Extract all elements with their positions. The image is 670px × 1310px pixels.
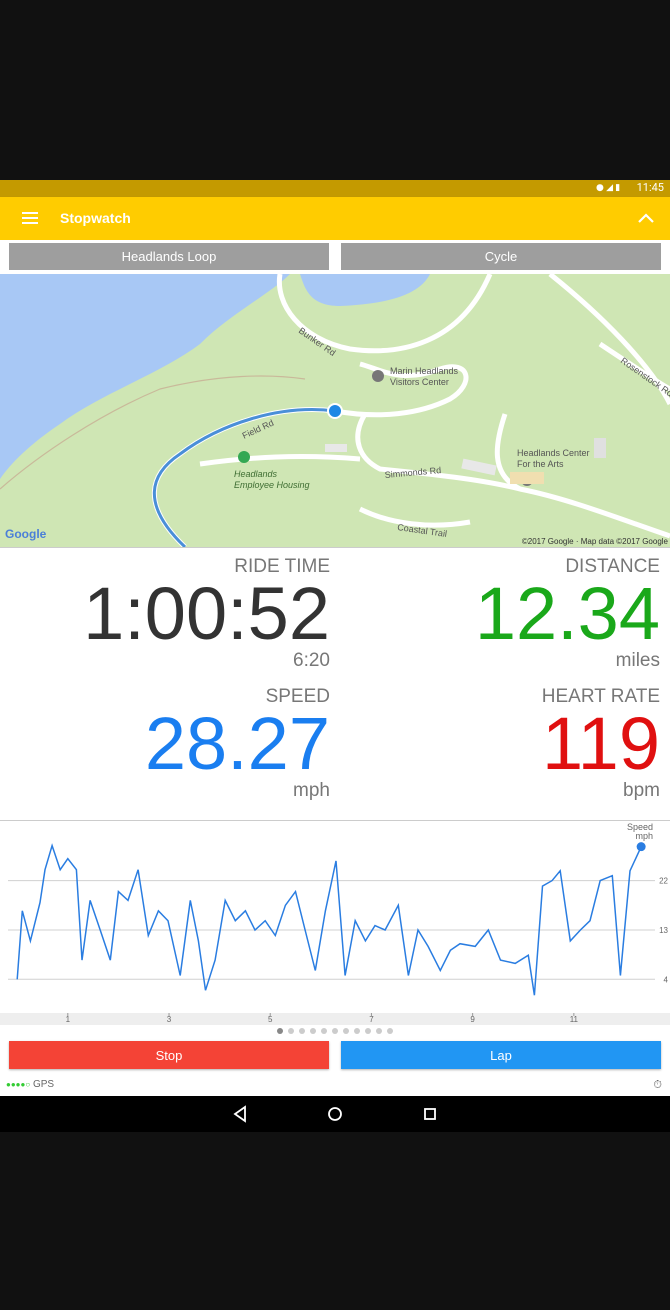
menu-icon[interactable] — [22, 211, 38, 225]
app-bar: Stopwatch — [0, 197, 670, 240]
stat-unit: bpm — [623, 780, 660, 801]
activity-selector[interactable]: Cycle — [341, 243, 661, 270]
poi-label: Headlands — [234, 469, 278, 479]
status-icons: ● ◢ ▮ — [596, 183, 621, 193]
page-dot[interactable] — [387, 1028, 393, 1034]
stat: RIDE TIME 1:00:52 6:20 — [0, 556, 330, 672]
home-button[interactable] — [328, 1107, 342, 1121]
route-selector[interactable]: Headlands Loop — [9, 243, 329, 270]
poi-label: Visitors Center — [390, 377, 449, 387]
road-label: Simmonds Rd — [384, 465, 441, 480]
x-tick-label: 11 — [570, 1015, 579, 1024]
status-bar: 11:45 ● ◢ ▮ — [0, 180, 670, 197]
stopwatch-icon[interactable]: ⏱ — [653, 1078, 662, 1091]
page-dot[interactable] — [321, 1028, 327, 1034]
gps-signal: ●●●●○ — [6, 1080, 31, 1089]
stat: HEART RATE 119 bpm — [330, 686, 660, 802]
gps-status: ●●●●○ GPS — [6, 1079, 54, 1090]
y-tick-label: 4 — [664, 975, 669, 984]
current-point — [636, 842, 646, 852]
stat: SPEED 28.27 mph — [0, 686, 330, 802]
clock: 11:45 — [636, 181, 664, 194]
stat-unit: mph — [293, 780, 330, 801]
stat-unit: 6:20 — [293, 650, 330, 671]
stat-label: DISTANCE — [565, 556, 660, 577]
map-logo: Google — [5, 527, 47, 541]
x-tick-label: 9 — [470, 1015, 475, 1024]
stat-unit: miles — [615, 650, 660, 671]
poi-label: For the Arts — [517, 459, 564, 469]
x-tick-label: 5 — [268, 1015, 273, 1024]
x-tick-label: 1 — [66, 1015, 71, 1024]
stat-label: RIDE TIME — [234, 556, 330, 577]
page-dot[interactable] — [310, 1028, 316, 1034]
recents-button[interactable] — [424, 1108, 436, 1120]
page-dot[interactable] — [376, 1028, 382, 1034]
map-attribution: ©2017 Google · Map data ©2017 Google — [522, 537, 669, 546]
chart-title: Speed — [627, 822, 653, 832]
pager — [0, 1028, 670, 1034]
stat-label: HEART RATE — [541, 686, 660, 707]
x-axis-band — [0, 1013, 670, 1025]
page-dot[interactable] — [288, 1028, 294, 1034]
stat: DISTANCE 12.34 miles — [330, 556, 660, 672]
chart-unit: mph — [635, 831, 653, 841]
lap-button[interactable]: Lap — [341, 1041, 661, 1069]
page-dot[interactable] — [277, 1028, 283, 1034]
app-title: Stopwatch — [60, 210, 131, 226]
page-dot[interactable] — [299, 1028, 305, 1034]
stat-value: 28.27 — [144, 702, 330, 785]
map[interactable]: Bunker Rd Marin Headlands Visitors Cente… — [0, 274, 670, 547]
poi-label: Headlands Center — [517, 448, 590, 458]
speed-line — [16, 843, 642, 996]
stat-value: 12.34 — [474, 572, 660, 655]
collapse-icon[interactable] — [638, 212, 654, 224]
page-dot[interactable] — [365, 1028, 371, 1034]
stat-label: SPEED — [265, 686, 330, 707]
x-tick-label: 7 — [369, 1015, 374, 1024]
nav-icons — [233, 1105, 436, 1123]
poi-label: Marin Headlands — [390, 366, 459, 376]
y-tick-label: 22 — [659, 877, 668, 886]
stat-value: 1:00:52 — [83, 572, 330, 655]
nav-bar — [0, 1096, 670, 1132]
gps-label: GPS — [32, 1079, 55, 1090]
poi-label: Employee Housing — [234, 480, 310, 490]
back-button[interactable] — [233, 1105, 246, 1123]
stop-button[interactable]: Stop — [9, 1041, 329, 1069]
page-dot[interactable] — [354, 1028, 360, 1034]
x-tick-label: 3 — [167, 1015, 172, 1024]
stat-value: 119 — [542, 702, 660, 785]
page-dot[interactable] — [332, 1028, 338, 1034]
stats-panel: RIDE TIME 1:00:52 6:20 DISTANCE 12.34 miles SP… — [0, 547, 670, 821]
y-tick-label: 13 — [659, 926, 668, 935]
page-dot[interactable] — [343, 1028, 349, 1034]
